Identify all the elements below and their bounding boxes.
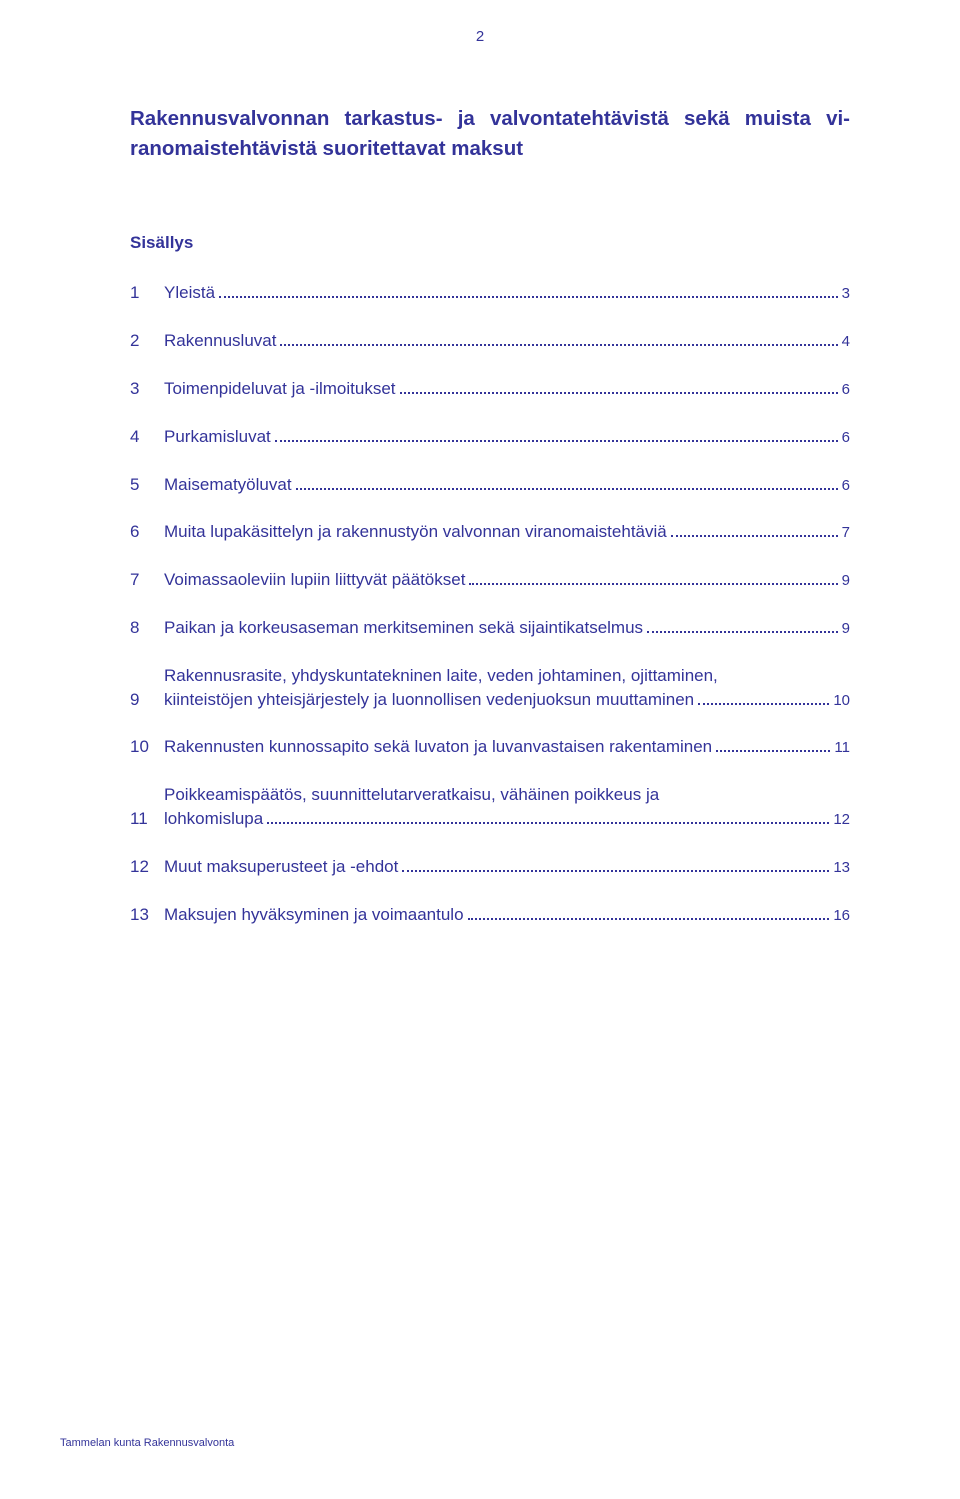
toc-entry-number: 1: [130, 281, 164, 305]
toc-entry-text: Maisematyöluvat: [164, 473, 292, 497]
toc-leader-dots: [267, 808, 829, 824]
toc-entry-page: 7: [842, 522, 850, 543]
toc-leader-dots: [296, 474, 838, 490]
toc-entry-number: 3: [130, 377, 164, 401]
toc-entry-page: 4: [842, 331, 850, 352]
toc-entry-number: 7: [130, 568, 164, 592]
toc-entry-text-wrap: Rakennusluvat 4: [164, 329, 850, 353]
toc-entry: 10Rakennusten kunnossapito sekä luvaton …: [130, 735, 850, 759]
toc-entry-text-wrap: Muut maksuperusteet ja -ehdot 13: [164, 855, 850, 879]
toc-entry-number: 9: [130, 688, 164, 712]
toc-entry-line: Maisematyöluvat 6: [164, 473, 850, 497]
table-of-contents: 1Yleistä32Rakennusluvat43Toimenpideluvat…: [130, 281, 850, 926]
contents-heading: Sisällys: [130, 233, 850, 253]
toc-entry-line: Rakennusten kunnossapito sekä luvaton ja…: [164, 735, 850, 759]
toc-entry-text: Purkamisluvat: [164, 425, 271, 449]
toc-leader-dots: [468, 904, 830, 920]
toc-entry: 4Purkamisluvat 6: [130, 425, 850, 449]
toc-entry-text-wrap: Yleistä 3: [164, 281, 850, 305]
toc-entry-number: 12: [130, 855, 164, 879]
toc-entry-text-wrap: Paikan ja korkeusaseman merkitseminen se…: [164, 616, 850, 640]
toc-entry-page: 6: [842, 379, 850, 400]
toc-entry-line: Rakennusluvat 4: [164, 329, 850, 353]
toc-entry-page: 6: [842, 475, 850, 496]
toc-entry-number: 2: [130, 329, 164, 353]
toc-entry: 5Maisematyöluvat 6: [130, 473, 850, 497]
toc-leader-dots: [716, 737, 830, 753]
toc-entry: 8Paikan ja korkeusaseman merkitseminen s…: [130, 616, 850, 640]
toc-entry-text: Toimenpideluvat ja -ilmoitukset: [164, 377, 396, 401]
toc-entry-line: Muita lupakäsittelyn ja rakennustyön val…: [164, 520, 850, 544]
toc-entry-page: 10: [833, 690, 850, 711]
toc-entry: 13Maksujen hyväksyminen ja voimaantulo 16: [130, 903, 850, 927]
toc-entry-text-wrap: Rakennusten kunnossapito sekä luvaton ja…: [164, 735, 850, 759]
toc-entry-text: kiinteistöjen yhteisjärjestely ja luonno…: [164, 688, 694, 712]
toc-entry-text-wrap: Rakennusrasite, yhdyskuntatekninen laite…: [164, 664, 850, 712]
toc-leader-dots: [402, 856, 829, 872]
toc-entry-text: Muita lupakäsittelyn ja rakennustyön val…: [164, 520, 667, 544]
page-number: 2: [476, 28, 484, 45]
toc-entry: 1Yleistä 3: [130, 281, 850, 305]
document-page: 2 Rakennusvalvonnan tarkastus- ja valvon…: [0, 0, 960, 1499]
toc-entry: 11Poikkeamispäätös, suunnittelutarveratk…: [130, 783, 850, 831]
toc-entry-text: Paikan ja korkeusaseman merkitseminen se…: [164, 616, 643, 640]
toc-entry-line: Purkamisluvat 6: [164, 425, 850, 449]
toc-entry-number: 4: [130, 425, 164, 449]
toc-entry-line: Maksujen hyväksyminen ja voimaantulo 16: [164, 903, 850, 927]
toc-entry-line: Voimassaoleviin lupiin liittyvät päätöks…: [164, 568, 850, 592]
toc-entry-number: 8: [130, 616, 164, 640]
toc-entry-text: lohkomislupa: [164, 807, 263, 831]
toc-entry: 2Rakennusluvat 4: [130, 329, 850, 353]
toc-entry-text-wrap: Voimassaoleviin lupiin liittyvät päätöks…: [164, 568, 850, 592]
toc-entry-text: Maksujen hyväksyminen ja voimaantulo: [164, 903, 464, 927]
toc-entry-page: 11: [834, 737, 850, 758]
toc-entry-number: 5: [130, 473, 164, 497]
toc-entry-text-wrap: Purkamisluvat 6: [164, 425, 850, 449]
toc-leader-dots: [219, 283, 838, 299]
toc-entry: 7Voimassaoleviin lupiin liittyvät päätök…: [130, 568, 850, 592]
toc-leader-dots: [280, 331, 837, 347]
toc-entry-line: Yleistä 3: [164, 281, 850, 305]
toc-entry-number: 6: [130, 520, 164, 544]
toc-entry-text-wrap: Poikkeamispäätös, suunnittelutarveratkai…: [164, 783, 850, 831]
toc-entry-page: 13: [833, 857, 850, 878]
toc-entry-text-wrap: Muita lupakäsittelyn ja rakennustyön val…: [164, 520, 850, 544]
toc-entry-text: Rakennusrasite, yhdyskuntatekninen laite…: [164, 664, 850, 688]
toc-entry-text-wrap: Maksujen hyväksyminen ja voimaantulo 16: [164, 903, 850, 927]
toc-entry-page: 9: [842, 570, 850, 591]
toc-entry: 12Muut maksuperusteet ja -ehdot 13: [130, 855, 850, 879]
toc-entry-text: Rakennusten kunnossapito sekä luvaton ja…: [164, 735, 712, 759]
toc-entry: 3Toimenpideluvat ja -ilmoitukset 6: [130, 377, 850, 401]
toc-entry-line: Paikan ja korkeusaseman merkitseminen se…: [164, 616, 850, 640]
document-title: Rakennusvalvonnan tarkastus- ja valvonta…: [130, 104, 850, 163]
page-footer: Tammelan kunta Rakennusvalvonta: [60, 1437, 234, 1449]
toc-leader-dots: [647, 617, 838, 633]
toc-entry-page: 9: [842, 618, 850, 639]
toc-entry-number: 11: [130, 807, 164, 831]
toc-entry: 6Muita lupakäsittelyn ja rakennustyön va…: [130, 520, 850, 544]
toc-leader-dots: [275, 426, 838, 442]
toc-entry-page: 12: [833, 809, 850, 830]
toc-entry-page: 6: [842, 427, 850, 448]
toc-entry-number: 13: [130, 903, 164, 927]
toc-entry-text-wrap: Toimenpideluvat ja -ilmoitukset 6: [164, 377, 850, 401]
toc-entry-text: Muut maksuperusteet ja -ehdot: [164, 855, 398, 879]
toc-entry-line: lohkomislupa 12: [164, 807, 850, 831]
toc-entry-page: 3: [842, 283, 850, 304]
toc-leader-dots: [671, 522, 838, 538]
toc-entry-line: kiinteistöjen yhteisjärjestely ja luonno…: [164, 688, 850, 712]
toc-leader-dots: [698, 689, 829, 705]
toc-entry-text: Voimassaoleviin lupiin liittyvät päätöks…: [164, 568, 465, 592]
toc-entry-text: Yleistä: [164, 281, 215, 305]
toc-entry-text-wrap: Maisematyöluvat 6: [164, 473, 850, 497]
toc-entry-text: Rakennusluvat: [164, 329, 276, 353]
toc-entry-text: Poikkeamispäätös, suunnittelutarveratkai…: [164, 783, 850, 807]
toc-entry-number: 10: [130, 735, 164, 759]
toc-leader-dots: [400, 378, 838, 394]
toc-entry-line: Toimenpideluvat ja -ilmoitukset 6: [164, 377, 850, 401]
toc-entry-line: Muut maksuperusteet ja -ehdot 13: [164, 855, 850, 879]
toc-leader-dots: [469, 570, 837, 586]
toc-entry: 9Rakennusrasite, yhdyskuntatekninen lait…: [130, 664, 850, 712]
toc-entry-page: 16: [833, 905, 850, 926]
